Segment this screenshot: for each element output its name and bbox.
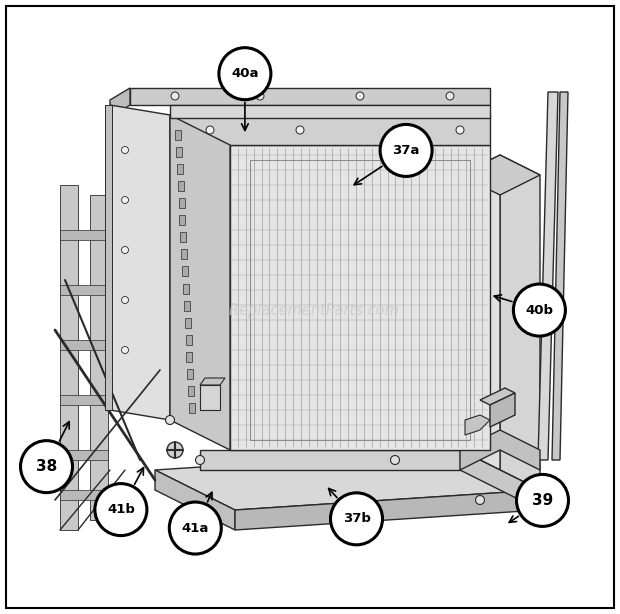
Polygon shape — [179, 216, 185, 225]
Polygon shape — [185, 335, 192, 344]
Polygon shape — [184, 301, 190, 311]
Polygon shape — [155, 450, 540, 510]
Polygon shape — [90, 195, 108, 520]
Polygon shape — [188, 386, 194, 396]
Circle shape — [513, 284, 565, 336]
Polygon shape — [60, 450, 108, 460]
Polygon shape — [187, 352, 192, 362]
Polygon shape — [60, 340, 108, 350]
Circle shape — [391, 456, 399, 465]
Polygon shape — [480, 388, 515, 405]
Polygon shape — [177, 164, 183, 174]
Polygon shape — [180, 232, 186, 243]
Polygon shape — [185, 317, 191, 328]
Circle shape — [446, 92, 454, 100]
Polygon shape — [170, 115, 490, 145]
Polygon shape — [490, 393, 515, 427]
Polygon shape — [175, 130, 181, 140]
Polygon shape — [110, 88, 130, 118]
Text: 38: 38 — [36, 459, 57, 474]
Circle shape — [122, 147, 128, 154]
Circle shape — [356, 92, 364, 100]
Text: 39: 39 — [532, 493, 553, 508]
Polygon shape — [460, 155, 540, 195]
Polygon shape — [105, 105, 112, 410]
Text: 37a: 37a — [392, 144, 420, 157]
Polygon shape — [181, 249, 187, 259]
Polygon shape — [183, 284, 189, 293]
Circle shape — [171, 92, 179, 100]
Circle shape — [330, 493, 383, 545]
Polygon shape — [179, 198, 185, 208]
Polygon shape — [155, 470, 235, 530]
Circle shape — [95, 484, 147, 535]
Text: 37b: 37b — [343, 512, 370, 526]
Polygon shape — [230, 145, 490, 450]
Circle shape — [256, 92, 264, 100]
Circle shape — [122, 297, 128, 303]
Polygon shape — [60, 185, 78, 530]
Circle shape — [456, 126, 464, 134]
Polygon shape — [460, 430, 540, 470]
Circle shape — [391, 126, 399, 134]
Polygon shape — [60, 490, 108, 500]
Circle shape — [476, 495, 484, 505]
Polygon shape — [178, 181, 184, 191]
Circle shape — [516, 475, 569, 526]
Text: 40b: 40b — [525, 303, 554, 317]
Polygon shape — [60, 230, 108, 240]
Circle shape — [169, 502, 221, 554]
Text: eReplacementParts.com: eReplacementParts.com — [221, 303, 399, 317]
Polygon shape — [170, 105, 490, 118]
Polygon shape — [60, 395, 108, 405]
Polygon shape — [200, 450, 460, 470]
Circle shape — [219, 48, 271, 99]
Text: 41b: 41b — [107, 503, 135, 516]
Circle shape — [122, 246, 128, 254]
Polygon shape — [538, 92, 558, 460]
Polygon shape — [200, 385, 220, 410]
Polygon shape — [235, 490, 540, 530]
Circle shape — [20, 441, 73, 492]
Polygon shape — [500, 155, 540, 490]
Circle shape — [167, 442, 183, 458]
Circle shape — [206, 126, 214, 134]
Polygon shape — [460, 450, 540, 510]
Circle shape — [122, 346, 128, 354]
Circle shape — [166, 416, 174, 424]
Polygon shape — [170, 115, 230, 450]
Polygon shape — [130, 88, 490, 105]
Circle shape — [380, 125, 432, 176]
Polygon shape — [460, 155, 500, 470]
Text: 41a: 41a — [182, 521, 209, 535]
Circle shape — [195, 456, 205, 465]
Polygon shape — [552, 92, 568, 460]
Polygon shape — [200, 378, 225, 385]
Circle shape — [296, 126, 304, 134]
Polygon shape — [182, 266, 188, 276]
Polygon shape — [465, 415, 490, 435]
Polygon shape — [189, 403, 195, 413]
Polygon shape — [176, 147, 182, 157]
Polygon shape — [187, 369, 193, 379]
Text: 40a: 40a — [231, 67, 259, 80]
Polygon shape — [110, 105, 170, 420]
Polygon shape — [60, 285, 108, 295]
Circle shape — [122, 196, 128, 203]
